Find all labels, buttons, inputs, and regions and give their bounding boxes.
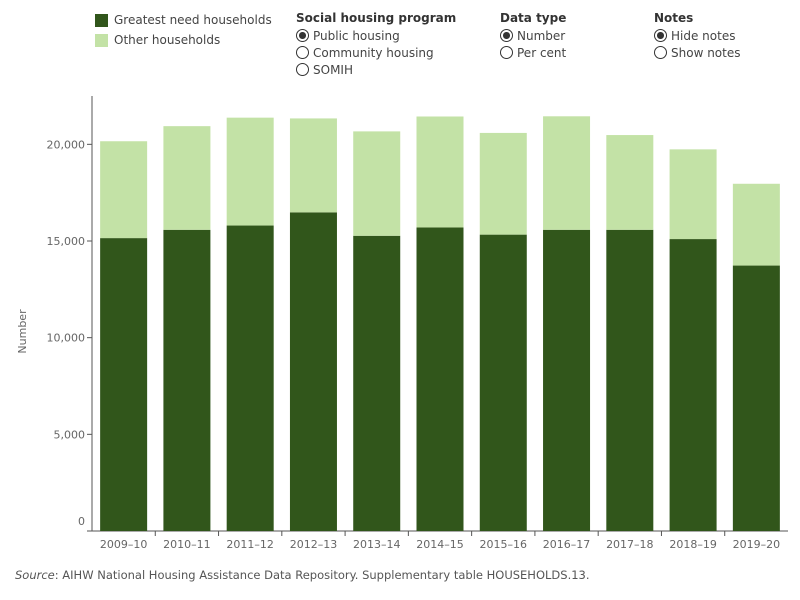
source-note: Source: AIHW National Housing Assistance…: [15, 568, 590, 582]
legend-label-greatest-need: Greatest need households: [114, 13, 272, 27]
bar-other-households: [163, 126, 211, 230]
program-option-label: Community housing: [313, 45, 434, 60]
y-tick-label: 15,000: [47, 235, 86, 248]
datatype-option-number[interactable]: Number: [500, 27, 566, 44]
program-option-label: Public housing: [313, 28, 400, 43]
program-filter: Social housing program Public housing Co…: [296, 10, 456, 78]
x-tick-label: 2017–18: [606, 538, 654, 551]
x-tick-label: 2015–16: [480, 538, 528, 551]
radio-unselected-icon[interactable]: [500, 46, 513, 59]
x-tick-label: 2013–14: [353, 538, 401, 551]
bar-other-households: [543, 116, 591, 230]
legend-swatch-greatest-need: [95, 13, 108, 27]
radio-selected-icon[interactable]: [296, 29, 309, 42]
x-tick-label: 2012–13: [290, 538, 338, 551]
bar-other-households: [100, 141, 148, 239]
notes-filter-title: Notes: [654, 11, 694, 25]
x-tick-label: 2014–15: [416, 538, 464, 551]
bar-greatest-need: [289, 212, 337, 532]
y-tick-label: 20,000: [47, 138, 86, 151]
x-tick-label: 2016–17: [543, 538, 591, 551]
datatype-option-label: Number: [517, 28, 566, 43]
x-tick-label: 2011–12: [226, 538, 274, 551]
bar-greatest-need: [669, 239, 717, 532]
bar-greatest-need: [226, 225, 274, 532]
program-filter-title: Social housing program: [296, 11, 457, 25]
bar-other-households: [479, 132, 527, 235]
bar-other-households: [289, 118, 337, 213]
bar-greatest-need: [732, 265, 780, 531]
datatype-option-label: Per cent: [517, 45, 567, 60]
bar-other-households: [669, 149, 717, 240]
bar-greatest-need: [479, 234, 527, 531]
legend-item-greatest-need: Greatest need households: [95, 10, 272, 30]
legend-label-other: Other households: [114, 33, 221, 47]
bar-greatest-need: [100, 238, 148, 531]
source-text: : AIHW National Housing Assistance Data …: [54, 568, 590, 582]
chart-legend: Greatest need households Other household…: [95, 10, 272, 50]
x-tick-label: 2019–20: [733, 538, 781, 551]
program-option-somih[interactable]: SOMIH: [296, 61, 456, 78]
bar-other-households: [606, 135, 654, 230]
y-tick-label: 0: [78, 515, 85, 528]
bar-greatest-need: [353, 235, 401, 531]
y-axis-title: Number: [16, 309, 29, 354]
notes-option-show[interactable]: Show notes: [654, 44, 740, 61]
radio-selected-icon[interactable]: [500, 29, 513, 42]
legend-swatch-other: [95, 33, 108, 47]
bar-other-households: [416, 116, 464, 228]
radio-selected-icon[interactable]: [654, 29, 667, 42]
y-tick-label: 10,000: [47, 332, 86, 345]
bar-greatest-need: [543, 229, 591, 531]
bar-other-households: [226, 117, 274, 226]
radio-unselected-icon[interactable]: [296, 46, 309, 59]
x-tick-label: 2010–11: [163, 538, 211, 551]
bar-other-households: [353, 131, 401, 236]
y-tick-label: 5,000: [54, 428, 86, 441]
program-option-community-housing[interactable]: Community housing: [296, 44, 456, 61]
notes-option-hide[interactable]: Hide notes: [654, 27, 740, 44]
radio-unselected-icon[interactable]: [654, 46, 667, 59]
datatype-filter-title: Data type: [500, 11, 567, 25]
bar-greatest-need: [163, 229, 211, 531]
notes-filter: Notes Hide notes Show notes: [654, 10, 740, 61]
bar-greatest-need: [416, 227, 464, 531]
radio-unselected-icon[interactable]: [296, 63, 309, 76]
source-label: Source: [15, 568, 55, 582]
datatype-option-per-cent[interactable]: Per cent: [500, 44, 566, 61]
legend-item-other: Other households: [95, 30, 272, 50]
notes-option-label: Hide notes: [671, 28, 736, 43]
x-tick-label: 2018–19: [669, 538, 717, 551]
datatype-filter: Data type Number Per cent: [500, 10, 566, 61]
x-tick-label: 2009–10: [100, 538, 148, 551]
program-option-label: SOMIH: [313, 62, 353, 77]
notes-option-label: Show notes: [671, 45, 741, 60]
bar-other-households: [732, 183, 780, 266]
bar-greatest-need: [606, 229, 654, 531]
program-option-public-housing[interactable]: Public housing: [296, 27, 456, 44]
